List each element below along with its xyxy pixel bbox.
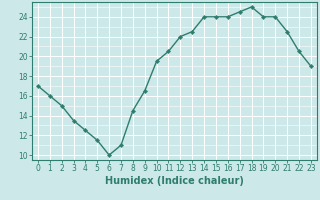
X-axis label: Humidex (Indice chaleur): Humidex (Indice chaleur): [105, 176, 244, 186]
